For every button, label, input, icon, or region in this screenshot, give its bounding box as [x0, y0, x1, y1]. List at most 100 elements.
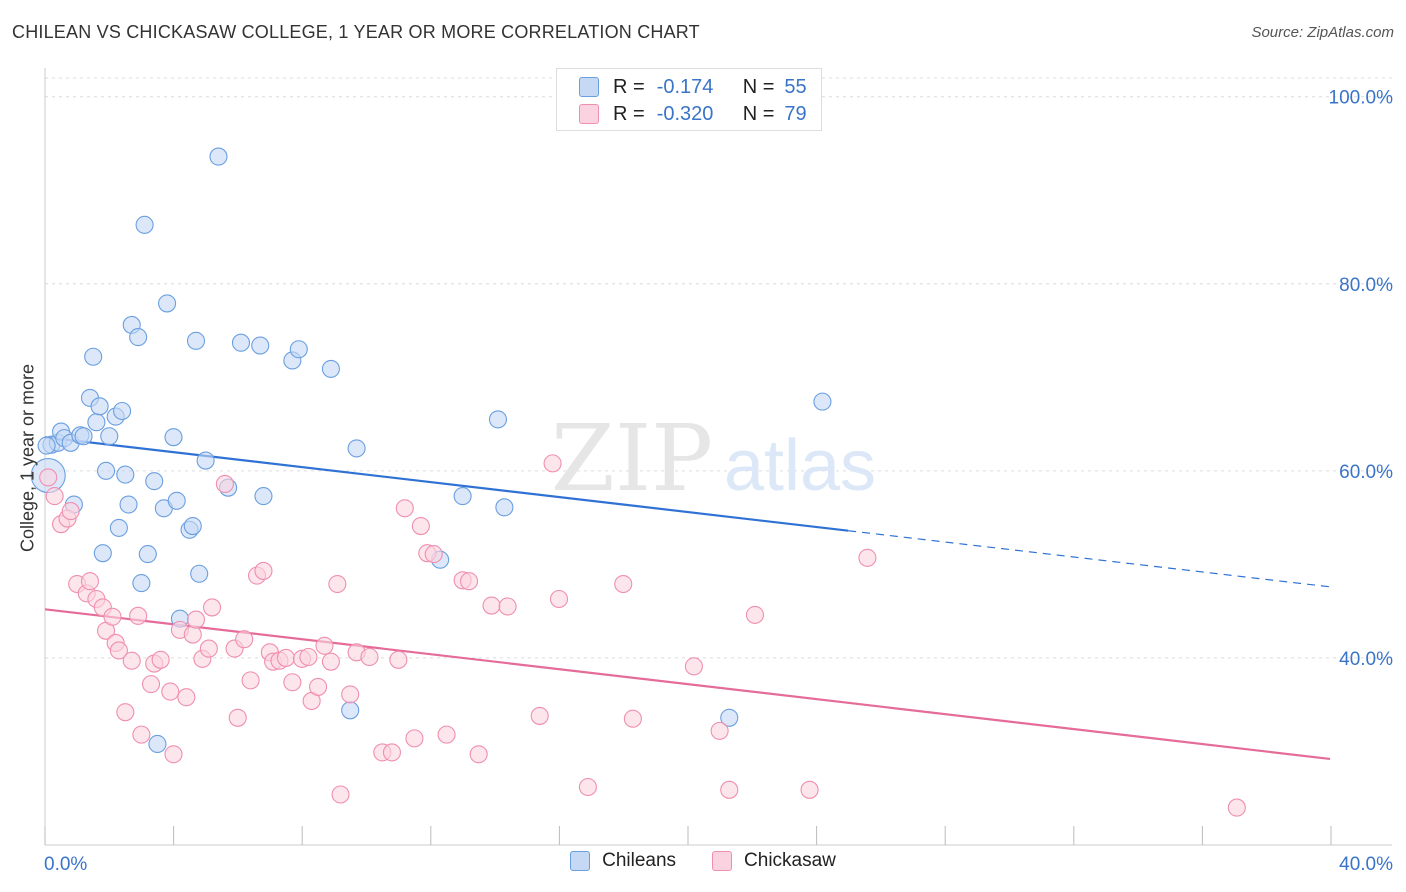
y-axis-label: College, 1 year or more — [17, 363, 38, 553]
chart-title: CHILEAN VS CHICKASAW COLLEGE, 1 YEAR OR … — [12, 22, 700, 42]
chickasaw-point — [1227, 798, 1246, 817]
chickasaw-point — [122, 651, 141, 670]
legend-n-label: N = — [742, 102, 775, 125]
y-tick-label: 60.0% — [1339, 462, 1393, 483]
chileans-point — [488, 410, 508, 429]
chileans-point — [289, 340, 308, 359]
chickasaw-point — [858, 548, 877, 567]
chileans-point — [813, 392, 832, 411]
legend-row-chileans: R = -0.174 N = 55 — [579, 75, 807, 99]
chickasaw-point — [382, 743, 402, 762]
chileans-point — [129, 328, 148, 347]
chickasaw-point — [720, 780, 739, 799]
chileans-point — [132, 574, 151, 593]
legend-swatch-chileans — [579, 77, 599, 97]
chickasaw-trend-line — [44, 608, 1331, 761]
chickasaw-point — [578, 777, 597, 797]
chileans-point — [84, 347, 103, 366]
chileans-point — [158, 294, 177, 313]
legend-label-chileans: Chileans — [602, 850, 677, 871]
chileans-point — [347, 439, 366, 458]
chickasaw-point — [39, 468, 58, 487]
legend-r-label: R = — [613, 75, 645, 98]
chileans-point — [495, 498, 514, 517]
chickasaw-point — [800, 780, 819, 799]
legend-item-chileans[interactable]: Chileans — [570, 850, 676, 872]
chickasaw-point — [309, 677, 328, 696]
chickasaw-point — [103, 607, 122, 626]
chickasaw-point — [299, 647, 318, 667]
chickasaw-point — [80, 572, 100, 591]
chickasaw-point — [199, 639, 218, 658]
chileans-point — [100, 427, 119, 446]
chileans-point — [186, 331, 206, 350]
legend-swatch-chickasaw — [579, 104, 599, 124]
chickasaw-point — [437, 725, 456, 744]
chickasaw-point — [141, 675, 161, 694]
series-legend: Chileans Chickasaw — [0, 850, 1406, 872]
chileans-point — [164, 428, 183, 447]
chickasaw-point — [328, 574, 347, 594]
chileans-point — [113, 401, 132, 421]
legend-n-value: 55 — [784, 75, 807, 98]
legend-r-label: R = — [613, 102, 645, 125]
data-points — [30, 147, 1246, 817]
chileans-point — [119, 495, 138, 514]
chileans-point — [231, 333, 251, 352]
trend-lines — [44, 436, 1331, 761]
chickasaw-point — [151, 650, 170, 669]
chickasaw-point — [283, 673, 302, 692]
chileans-point — [251, 336, 270, 355]
chickasaw-point — [498, 597, 517, 616]
chickasaw-point — [276, 648, 295, 667]
x-tick-label: 40.0% — [1339, 854, 1393, 875]
chickasaw-point — [183, 625, 202, 644]
chileans-point — [37, 436, 56, 455]
chickasaw-point — [241, 671, 260, 690]
y-tick-label: 100.0% — [1329, 88, 1394, 109]
chickasaw-point — [45, 487, 64, 506]
legend-r-value: -0.174 — [656, 75, 714, 98]
chickasaw-point — [129, 606, 148, 625]
chickasaw-point — [482, 596, 501, 615]
chickasaw-point — [235, 630, 254, 649]
watermark: ZIP atlas — [551, 405, 876, 512]
chileans-point — [74, 427, 93, 446]
chickasaw-point — [321, 652, 340, 671]
chickasaw-point — [469, 745, 488, 764]
chickasaw-point — [203, 598, 222, 617]
chileans-point — [148, 734, 167, 754]
chickasaw-point — [228, 708, 247, 727]
chickasaw-point — [389, 650, 408, 669]
chickasaw-point — [164, 745, 183, 764]
y-tick-label: 80.0% — [1339, 275, 1393, 296]
watermark-atlas: atlas — [724, 426, 876, 506]
chickasaw-point — [61, 502, 80, 521]
chileans-point — [145, 472, 164, 491]
legend-n-label: N = — [742, 75, 775, 98]
chileans-trend-line — [44, 436, 849, 532]
chileans-point — [183, 516, 202, 536]
chickasaw-point — [315, 636, 334, 655]
chickasaw-point — [614, 574, 633, 594]
chickasaw-point — [549, 589, 569, 609]
chickasaw-point — [424, 545, 443, 564]
legend-swatch-chileans — [570, 851, 591, 871]
correlation-legend: R = -0.174 N = 55 R = -0.320 N = 79 — [556, 68, 822, 131]
legend-label-chickasaw: Chickasaw — [744, 850, 836, 871]
chileans-point — [167, 491, 186, 510]
chileans-point — [138, 545, 157, 564]
chileans-point — [90, 397, 109, 416]
chileans-point — [209, 147, 228, 166]
chickasaw-point — [177, 688, 196, 707]
x-tick-label: 0.0% — [44, 854, 87, 875]
legend-r-value: -0.320 — [656, 102, 714, 125]
chileans-point — [96, 461, 116, 480]
chickasaw-point — [109, 641, 128, 660]
chileans-point — [341, 701, 360, 720]
chileans-point — [321, 359, 340, 378]
legend-item-chickasaw[interactable]: Chickasaw — [712, 850, 836, 872]
y-tick-label: 40.0% — [1339, 649, 1393, 670]
chickasaw-point — [215, 474, 234, 493]
chickasaw-point — [530, 706, 549, 725]
